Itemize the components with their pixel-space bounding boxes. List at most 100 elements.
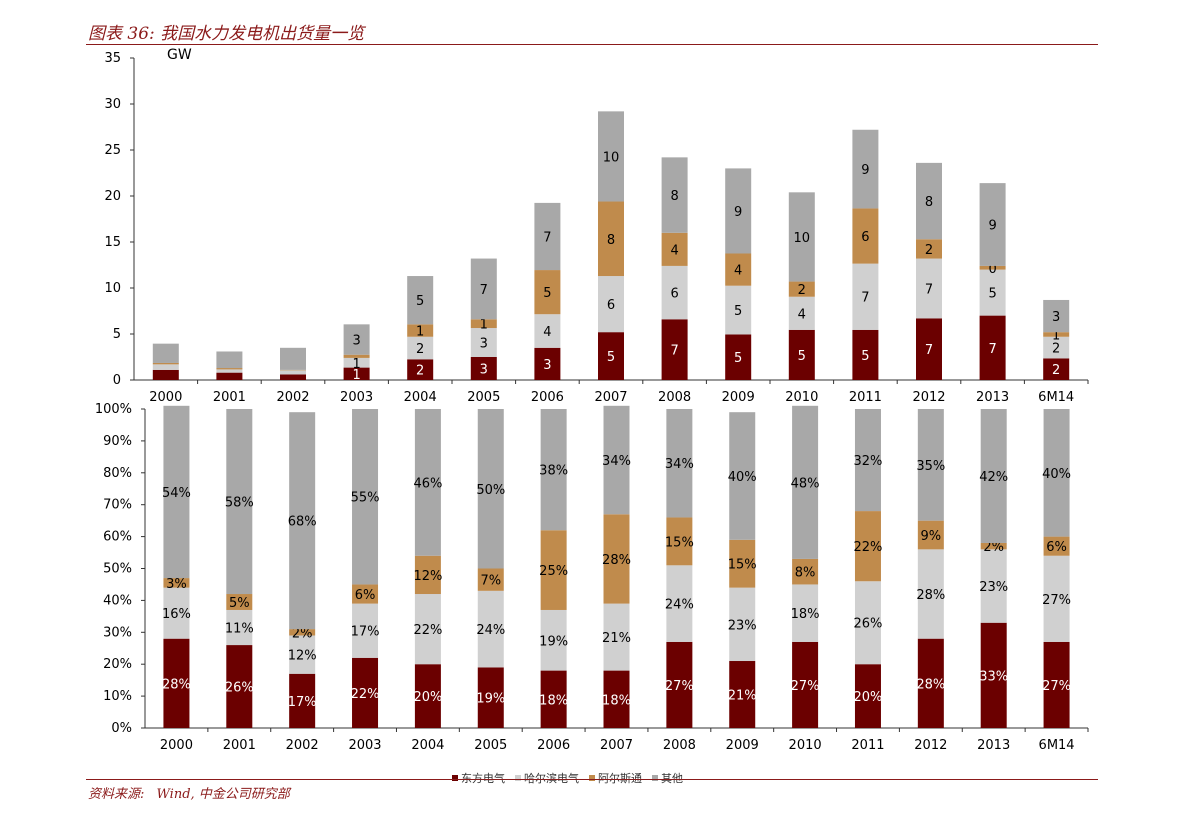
bar-segment [534,202,561,271]
source-text: Wind, 中金公司研究部 [156,787,290,802]
x-tick-label: 2001 [223,738,256,753]
x-tick-label: 2009 [726,738,759,753]
bar-segment [540,409,567,531]
data-label: 5 [734,351,742,366]
data-label: 23% [728,618,757,633]
legend-item: 阿尔斯通 [589,770,642,786]
legend-label: 哈尔滨电气 [524,772,579,785]
bar-segment [917,520,944,550]
data-label: 22% [854,540,883,555]
data-label: 24% [665,598,694,613]
bar-segment [1043,536,1070,556]
x-tick-label: 2011 [851,738,884,753]
data-label: 16% [162,607,191,622]
y-tick-label: 15 [104,235,121,250]
bar-segment [603,670,630,728]
bar-segment [725,334,752,380]
data-label: 7 [925,282,933,297]
data-label: 6% [1046,540,1067,555]
y-tick-label: 20 [104,189,121,204]
data-label: 20% [854,690,883,705]
data-label: 55% [351,491,380,506]
data-label: 28% [602,553,631,568]
bar-segment [980,622,1007,728]
data-label: 5 [798,349,806,364]
data-label: 7 [543,230,551,245]
y-tick-label: 30% [103,625,132,640]
bar-segment [352,584,379,604]
bar-segment [280,374,306,380]
y-tick-label: 35 [104,51,121,66]
bar-segment [725,285,752,335]
bar-segment [414,409,441,556]
bar-segment [979,269,1006,316]
x-tick-label: 2003 [348,738,381,753]
bar-segment [477,409,504,569]
data-label: 34% [602,454,631,469]
data-label: 1 [352,368,360,383]
bar-segment [854,581,881,665]
bar-segment [216,368,243,370]
bar-segment [343,354,370,358]
data-label: 12% [413,569,442,584]
bar-segment [226,609,253,646]
x-tick-label: 2005 [474,738,507,753]
data-label: 6 [670,287,678,302]
bar-segment [407,359,434,380]
bar-segment [414,594,441,665]
data-label: 2 [416,364,424,379]
bar-segment [792,641,819,728]
bar-segment [216,372,243,380]
bar-segment [666,565,693,642]
data-label: 3% [166,577,187,592]
y-tick-label: 10 [104,281,121,296]
data-label: 2% [983,540,1004,555]
x-tick-label: 2008 [663,738,696,753]
data-label: 7 [925,343,933,358]
legend-item: 其他 [652,770,683,786]
bar-segment [661,232,688,266]
chart-title: 图表 36: 我国水力发电机出货量一览 [88,24,365,44]
bar-segment [916,258,942,319]
bar-segment [979,265,1006,270]
bar-segment [729,539,756,588]
x-tick-label: 2010 [785,390,818,405]
data-label: 3 [1052,310,1060,325]
x-tick-label: 2005 [467,390,500,405]
bar-segment [788,296,815,330]
data-label: 7 [861,291,869,306]
bar-segment [163,405,190,579]
bar-segment [598,111,624,202]
x-tick-label: 2009 [722,390,755,405]
bar-segment [661,319,688,380]
data-label: 5 [861,349,869,364]
bar-segment [729,412,756,540]
data-label: 7 [670,344,678,359]
bar-segment [540,530,567,610]
x-tick-label: 2004 [411,738,444,753]
source-rule [86,779,1098,780]
data-label: 2 [925,243,933,258]
data-label: 33% [979,669,1008,684]
bar-segment [477,568,504,591]
data-label: 18% [791,607,820,622]
data-label: 8% [795,566,816,581]
y-tick-label: 25 [104,143,121,158]
x-tick-label: 2006 [537,738,570,753]
data-label: 22% [351,687,380,702]
data-label: 7% [480,574,501,589]
data-label: 48% [791,476,820,491]
bar-segment [1043,409,1070,537]
x-tick-label: 2001 [213,390,246,405]
data-label: 22% [413,623,442,638]
legend-item: 哈尔滨电气 [515,770,579,786]
bar-segment [540,670,567,728]
bar-segment [729,661,756,728]
data-label: 18% [539,693,568,708]
data-label: 40% [1042,467,1071,482]
y-tick-label: 10% [103,689,132,704]
bar-segment [598,201,624,277]
bar-segment [163,578,190,588]
bar-segment [661,157,688,233]
